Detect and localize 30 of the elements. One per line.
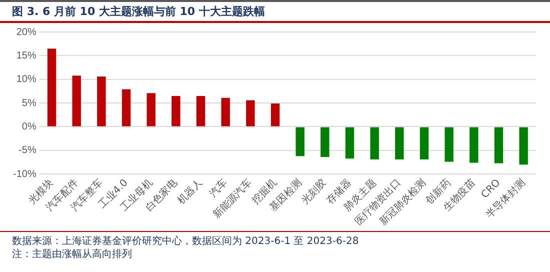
bar (146, 93, 156, 126)
bar (246, 100, 255, 126)
bar (122, 89, 131, 126)
bar (72, 76, 81, 126)
bar (270, 104, 280, 126)
bar (444, 127, 454, 162)
chart-title: 图 3. 6 月前 10 大主题涨幅与前 10 十大主题跌幅 (0, 0, 550, 23)
bar (470, 127, 478, 163)
y-tick-label: -5% (18, 145, 36, 156)
text: 注：主题由涨幅从高向排列 (12, 248, 133, 261)
y-tick-label: 15% (16, 50, 36, 62)
y-tick-label: 0% (22, 121, 36, 132)
y-tick-label: -10% (12, 168, 36, 180)
y-tick-label: 5% (22, 98, 36, 109)
bar (296, 127, 304, 156)
y-tick-label: 20% (16, 26, 36, 38)
bar (196, 96, 206, 126)
bar (172, 96, 180, 126)
bar (320, 127, 330, 158)
bar (47, 48, 56, 126)
bar (519, 127, 528, 165)
bar (395, 127, 404, 160)
bar (221, 98, 230, 126)
y-tick-label: 10% (16, 74, 36, 86)
bar (97, 76, 106, 126)
bar (345, 127, 354, 158)
source-note: 数据来源：上海证券基金评价研究中心，数据区间为 2023-6-1 至 2023-6-28 (12, 235, 360, 248)
bar (494, 127, 504, 164)
bar (420, 127, 429, 160)
bar (370, 127, 379, 160)
